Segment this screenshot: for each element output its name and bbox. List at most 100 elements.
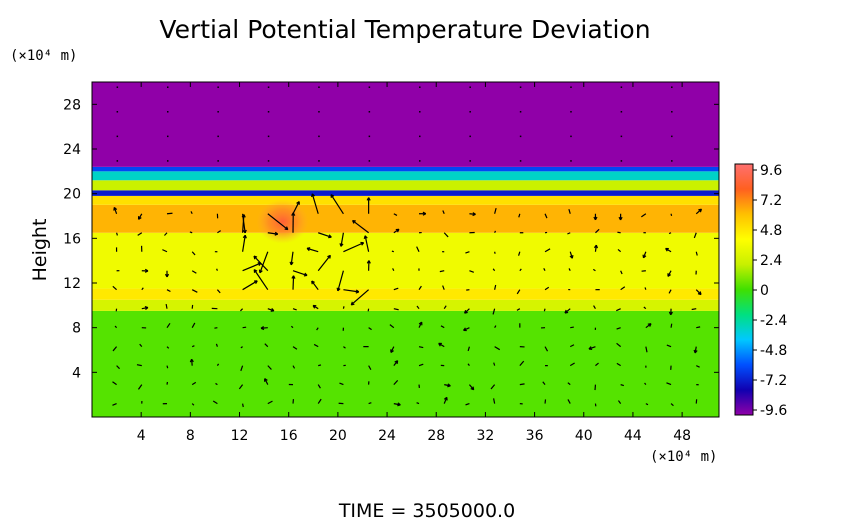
wind-arrow	[191, 381, 197, 386]
wind-arrow	[239, 308, 244, 312]
wind-arrow	[519, 111, 522, 113]
wind-arrow	[419, 135, 421, 138]
wind-arrow	[465, 403, 470, 406]
wind-arrow	[264, 378, 269, 385]
wind-arrow	[214, 327, 218, 329]
wind-arrow	[494, 230, 497, 233]
wind-arrow	[267, 111, 270, 113]
wind-arrow	[418, 285, 422, 291]
x-tick-label: 16	[280, 428, 298, 444]
wind-arrow	[350, 289, 370, 306]
wind-arrow	[258, 251, 269, 274]
wind-arrow	[670, 323, 673, 328]
wind-arrow	[116, 86, 119, 88]
wind-arrow	[164, 270, 170, 278]
wind-arrow	[570, 326, 574, 329]
wind-arrow	[253, 255, 269, 272]
x-tick-label: 32	[476, 428, 494, 444]
wind-arrow	[642, 251, 647, 259]
wind-arrow	[216, 363, 220, 366]
wind-arrow	[318, 160, 320, 162]
wind-arrow	[570, 135, 572, 138]
heatmap-band-7	[92, 180, 719, 191]
wind-arrow	[490, 384, 496, 390]
heatmap-band-8	[92, 171, 719, 181]
wind-arrow	[392, 268, 395, 271]
wind-arrow	[112, 403, 117, 406]
wind-arrow	[162, 249, 168, 253]
wind-arrow	[217, 160, 219, 162]
heatmap-band-3	[92, 232, 719, 289]
wind-arrow	[240, 365, 244, 372]
wind-arrow	[189, 358, 194, 366]
x-axis: 4 8 12 16 20 24 28 32 36 40 44 48	[137, 82, 691, 444]
wind-arrow	[616, 362, 621, 367]
wind-arrow	[311, 193, 319, 214]
wind-arrow	[389, 324, 395, 329]
wind-arrow	[166, 160, 169, 162]
wind-arrow	[141, 287, 144, 291]
wind-arrow	[137, 232, 143, 236]
wind-arrow	[641, 213, 647, 218]
x-tick-label: 28	[427, 428, 445, 444]
wind-arrow	[215, 343, 218, 347]
wind-arrow	[217, 230, 222, 234]
wind-arrow	[616, 308, 621, 312]
wind-arrow	[519, 160, 522, 162]
heatmap-band-6	[92, 190, 719, 196]
wind-arrow	[116, 135, 119, 138]
heatmap-hotspot	[256, 199, 309, 244]
wind-arrow	[469, 212, 476, 217]
wind-arrow	[318, 111, 320, 113]
wind-arrow	[516, 308, 521, 311]
wind-arrow	[645, 403, 649, 406]
colorbar-tick-label: 4.8	[760, 223, 782, 239]
y-axis-label: Height	[29, 219, 51, 282]
wind-arrow	[264, 343, 269, 348]
wind-arrow	[442, 210, 445, 215]
wind-arrow	[544, 248, 551, 253]
wind-arrow	[442, 285, 445, 290]
colorbar-tick-label: 9.6	[760, 163, 782, 179]
wind-arrow	[267, 307, 275, 312]
y-tick-label: 16	[63, 231, 81, 247]
wind-vectors	[112, 86, 703, 408]
wind-arrow	[165, 303, 168, 309]
wind-arrow	[469, 111, 471, 113]
y-unit-label: (×10⁴ m)	[10, 48, 77, 64]
wind-arrow	[593, 305, 596, 309]
wind-arrow	[393, 213, 398, 216]
wind-arrow	[419, 211, 427, 216]
wind-arrow	[570, 86, 572, 88]
wind-arrow	[544, 346, 549, 352]
wind-arrow	[443, 305, 447, 310]
heatmap-band-9	[92, 166, 719, 172]
x-tick-label: 44	[624, 428, 642, 444]
x-tick-label: 48	[673, 428, 691, 444]
wind-arrow	[267, 365, 272, 370]
wind-arrow	[191, 403, 195, 406]
wind-arrow	[393, 360, 399, 366]
wind-arrow	[189, 231, 193, 234]
wind-arrow	[267, 135, 270, 138]
wind-arrow	[112, 381, 117, 386]
wind-arrow	[494, 284, 497, 290]
wind-arrow	[253, 269, 269, 291]
wind-arrow	[313, 343, 319, 348]
wind-arrow	[494, 346, 501, 351]
wind-arrow	[569, 251, 574, 259]
wind-arrow	[693, 346, 698, 354]
wind-arrow	[644, 287, 647, 290]
wind-arrow	[242, 280, 258, 291]
wind-arrow	[544, 213, 548, 219]
wind-arrow	[317, 384, 321, 389]
wind-arrow	[695, 208, 703, 215]
wind-arrow	[393, 380, 399, 386]
wind-arrow	[166, 111, 169, 113]
wind-arrow	[519, 268, 522, 272]
wind-arrow	[543, 268, 546, 272]
wind-arrow	[139, 343, 143, 348]
wind-arrow	[464, 308, 470, 314]
wind-arrow	[567, 399, 571, 404]
wind-arrow	[643, 306, 647, 310]
